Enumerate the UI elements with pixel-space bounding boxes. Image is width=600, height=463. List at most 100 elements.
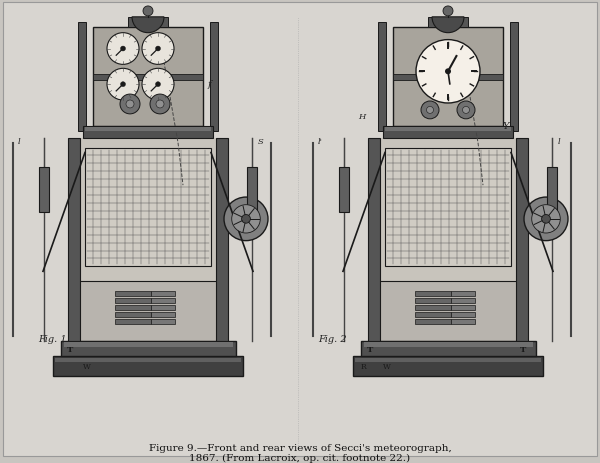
Bar [85, 148, 211, 267]
Bar [378, 23, 386, 131]
Bar [128, 18, 168, 28]
Bar [80, 138, 216, 282]
Circle shape [232, 205, 260, 233]
Circle shape [107, 69, 139, 101]
Circle shape [463, 107, 470, 114]
Bar [339, 168, 349, 213]
Bar [53, 357, 243, 376]
Circle shape [107, 34, 139, 65]
Bar [68, 138, 80, 341]
Text: H: H [358, 113, 365, 120]
Bar [115, 305, 151, 310]
Circle shape [121, 82, 125, 88]
Bar [151, 292, 175, 296]
Bar [364, 342, 533, 347]
Circle shape [142, 69, 174, 101]
Bar [115, 292, 151, 296]
Circle shape [416, 41, 480, 104]
Wedge shape [432, 18, 464, 34]
Text: T: T [67, 345, 73, 353]
Bar [451, 305, 475, 310]
Bar [85, 127, 211, 131]
Bar [115, 319, 151, 324]
Bar [380, 138, 516, 282]
Bar [415, 292, 451, 296]
Bar [93, 28, 203, 126]
Bar [451, 312, 475, 317]
Bar [151, 319, 175, 324]
Bar [64, 342, 233, 347]
Text: 1867. (From Lacroix, op. cit. footnote 22.): 1867. (From Lacroix, op. cit. footnote 2… [190, 452, 410, 462]
Circle shape [155, 47, 161, 52]
Circle shape [443, 7, 453, 17]
Bar [55, 359, 241, 363]
Bar [216, 138, 228, 341]
Text: R: R [361, 363, 367, 370]
Text: Y: Y [503, 121, 509, 131]
Bar [415, 312, 451, 317]
Bar [151, 299, 175, 303]
Text: W: W [383, 363, 391, 370]
Circle shape [421, 102, 439, 119]
Bar [547, 168, 557, 213]
Bar [39, 168, 49, 213]
Bar [451, 319, 475, 324]
Bar [451, 299, 475, 303]
Circle shape [542, 215, 550, 224]
Text: f: f [208, 80, 212, 89]
Bar [368, 138, 380, 341]
Bar [83, 126, 213, 138]
Circle shape [120, 95, 140, 115]
Bar [115, 299, 151, 303]
Circle shape [224, 198, 268, 241]
Bar [247, 168, 257, 213]
Bar [210, 23, 218, 131]
Circle shape [150, 95, 170, 115]
Bar [510, 23, 518, 131]
Bar [61, 341, 236, 357]
Bar [115, 312, 151, 317]
Circle shape [156, 101, 164, 109]
Text: W: W [83, 363, 91, 370]
Text: Fig. 2: Fig. 2 [318, 334, 347, 343]
Circle shape [242, 215, 250, 224]
Bar [78, 282, 218, 341]
Text: l: l [18, 138, 20, 145]
Wedge shape [132, 18, 164, 34]
Text: S: S [258, 138, 264, 145]
Circle shape [457, 102, 475, 119]
Bar [353, 357, 543, 376]
Bar [415, 299, 451, 303]
Bar [361, 341, 536, 357]
Bar [385, 127, 511, 131]
Circle shape [142, 34, 174, 65]
Text: T: T [520, 345, 526, 353]
Circle shape [126, 101, 134, 109]
Circle shape [524, 198, 568, 241]
Bar [151, 305, 175, 310]
Bar [415, 319, 451, 324]
Text: Fig. 1: Fig. 1 [38, 334, 67, 343]
Bar [78, 23, 86, 131]
Bar [151, 312, 175, 317]
Circle shape [445, 69, 451, 75]
Circle shape [143, 7, 153, 17]
Text: Figure 9.—Front and rear views of Secci's meteorograph,: Figure 9.—Front and rear views of Secci'… [149, 443, 451, 452]
Bar [428, 18, 468, 28]
Bar [415, 305, 451, 310]
Bar [451, 292, 475, 296]
Circle shape [155, 82, 161, 88]
Bar [385, 148, 511, 267]
Text: l': l' [318, 138, 323, 145]
Bar [393, 28, 503, 126]
Bar [516, 138, 528, 341]
Circle shape [427, 107, 433, 114]
Circle shape [532, 205, 560, 233]
Text: l: l [558, 138, 560, 145]
Bar [355, 359, 541, 363]
Bar [378, 282, 518, 341]
Text: T: T [367, 345, 373, 353]
Bar [393, 75, 503, 81]
Bar [93, 75, 203, 81]
Circle shape [121, 47, 125, 52]
